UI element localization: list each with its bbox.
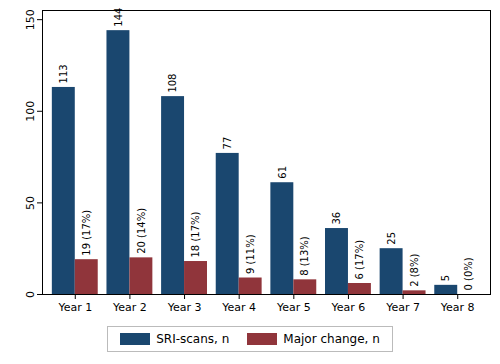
- svg-text:144: 144: [112, 7, 124, 27]
- svg-text:77: 77: [222, 137, 233, 150]
- svg-text:Year 5: Year 5: [276, 301, 311, 314]
- svg-text:Year 2: Year 2: [112, 301, 147, 314]
- svg-text:36: 36: [331, 212, 342, 225]
- svg-text:20 (14%): 20 (14%): [136, 208, 147, 254]
- svg-text:18 (17%): 18 (17%): [190, 211, 201, 257]
- svg-text:150: 150: [24, 9, 37, 30]
- svg-text:50: 50: [24, 196, 37, 210]
- svg-text:Year 3: Year 3: [167, 301, 202, 314]
- svg-text:61: 61: [277, 166, 288, 179]
- svg-text:0: 0: [24, 291, 37, 298]
- svg-text:Year 6: Year 6: [331, 301, 366, 314]
- svg-text:8 (13%): 8 (13%): [299, 236, 310, 276]
- svg-text:Year 7: Year 7: [385, 301, 420, 314]
- svg-text:Year 1: Year 1: [57, 301, 92, 314]
- svg-text:25: 25: [386, 232, 397, 245]
- svg-text:2 (8%): 2 (8%): [409, 254, 420, 287]
- svg-text:19 (17%): 19 (17%): [81, 210, 92, 256]
- svg-text:6 (17%): 6 (17%): [354, 240, 365, 280]
- svg-text:100: 100: [24, 101, 37, 122]
- svg-text:108: 108: [167, 74, 178, 93]
- svg-text:5: 5: [440, 275, 451, 281]
- svg-text:0 (0%): 0 (0%): [463, 257, 474, 290]
- html-text:Major change, n: Major change, n: [283, 332, 380, 346]
- svg-text:Year 8: Year 8: [440, 301, 475, 314]
- html-text:SRI-scans, n: SRI-scans, n: [156, 332, 230, 346]
- svg-text:9 (11%): 9 (11%): [245, 234, 256, 274]
- svg-text:Year 4: Year 4: [221, 301, 256, 314]
- svg-text:113: 113: [58, 64, 69, 83]
